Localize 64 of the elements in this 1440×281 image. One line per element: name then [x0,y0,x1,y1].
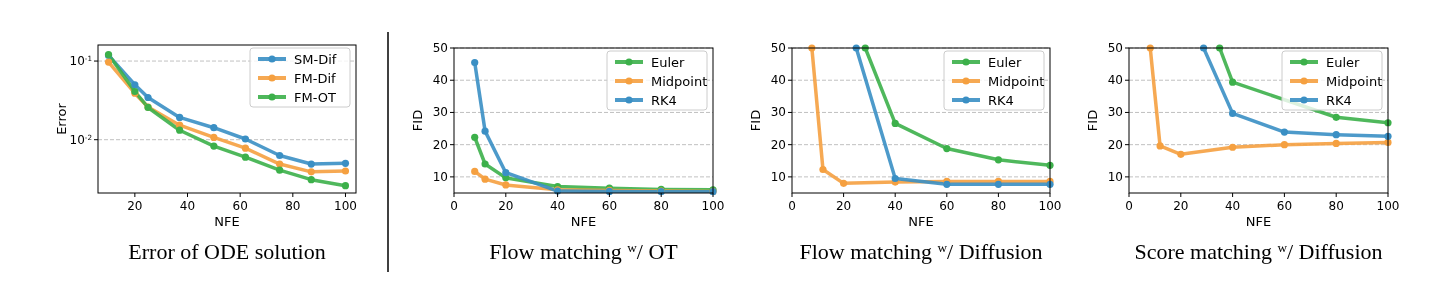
legend-label: Midpoint [651,74,708,89]
legend-label: RK4 [651,93,677,108]
y-tick-label: 50 [1107,41,1123,55]
y-tick-label: 50 [770,41,786,55]
y-tick-label: 50 [432,41,448,55]
x-tick-label: 80 [990,199,1007,213]
y-tick-label: 10$^{-2}$ [69,132,92,147]
x-tick-label: 100 [1038,199,1062,213]
text: Error of ODE solution [128,239,326,264]
y-tick-label: 10$^{-1}$ [69,53,92,69]
legend-label: SM-Dif [294,52,337,67]
legend-label: Midpoint [988,74,1045,89]
y-axis-title: Error [54,102,69,135]
text: Flow matching $^{w}$/ Diffusion [799,239,1043,264]
x-tick-label: 60 [232,199,248,213]
legend-label: Midpoint [1326,74,1383,89]
y-tick-label: 30 [432,105,448,120]
y-tick-label: 10 [1107,169,1123,184]
y-tick-label: 40 [432,73,448,88]
x-tick-label: 60 [939,199,955,213]
legend-label: Euler [1326,55,1361,70]
x-tick-label: 20 [498,199,514,213]
x-tick-label: 0 [788,199,796,213]
y-tick-label: 20 [770,137,786,152]
x-axis-title: NFE [570,214,597,229]
y-tick-label: 10 [770,169,786,184]
legend-label: Euler [988,55,1023,70]
x-tick-label: 40 [549,199,566,213]
legend-label: RK4 [1326,93,1352,108]
y-axis-title: FID [748,109,763,132]
x-tick-label: 80 [285,199,301,213]
y-tick-label: 20 [432,137,448,152]
x-tick-label: 100 [701,199,725,213]
legend-label: Euler [651,55,686,70]
x-axis-title: NFE [908,214,934,229]
y-tick-label: 20 [1107,137,1123,152]
x-tick-label: 0 [1125,199,1133,213]
y-tick-label: 40 [770,73,786,88]
legend-label: FM-Dif [294,71,337,86]
y-tick-label: 40 [1107,73,1123,88]
x-tick-label: 20 [1173,199,1189,213]
y-axis-title: FID [410,109,425,132]
x-tick-label: 60 [601,199,618,213]
x-tick-label: 0 [450,199,458,213]
x-tick-label: 100 [334,199,357,213]
x-axis-title: NFE [1245,214,1272,229]
x-tick-label: 80 [653,199,669,213]
text: Score matching $^{w}$/ Diffusion [1134,239,1383,264]
legend-label: RK4 [988,93,1014,108]
text: Flow matching $^{w}$/ OT [489,239,679,264]
x-tick-label: 80 [1328,199,1344,213]
x-tick-label: 60 [1276,199,1293,213]
x-tick-label: 20 [127,199,143,213]
y-tick-label: 30 [770,105,786,120]
x-tick-label: 20 [835,199,852,213]
x-axis-title: NFE [214,214,240,229]
x-tick-label: 40 [1224,199,1241,213]
x-tick-label: 100 [1376,199,1400,213]
x-tick-label: 40 [179,199,196,213]
y-axis-title: FID [1085,109,1100,132]
y-tick-label: 30 [1107,105,1123,120]
x-tick-label: 40 [887,199,903,213]
legend-label: FM-OT [294,90,336,105]
y-tick-label: 10 [432,169,448,184]
